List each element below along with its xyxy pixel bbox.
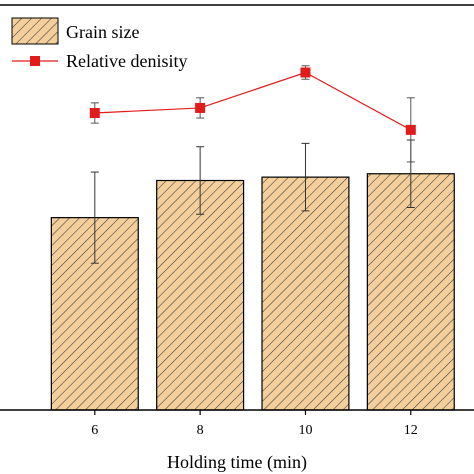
legend-relative-density-label: Relative denisity [66, 51, 187, 71]
density-point-6 [89, 108, 100, 118]
bar-10 [261, 176, 350, 411]
relative-density-line [94, 71, 412, 131]
bars-group [50, 173, 455, 411]
bar-8 [156, 179, 245, 411]
density-point-8 [195, 102, 206, 113]
x-tick-label-12: 12 [404, 423, 418, 438]
legend-relative-density-marker [30, 56, 40, 66]
x-tick-label-10: 10 [298, 423, 312, 438]
line-series-group [89, 65, 416, 163]
density-point-12 [405, 124, 416, 135]
x-tick-label-6: 6 [91, 423, 98, 438]
x-tick-label-8: 8 [197, 423, 204, 438]
x-axis-label: Holding time (min) [167, 452, 307, 473]
axes-group [0, 4, 474, 411]
x-ticks-group: 6 8 10 12 [91, 410, 418, 438]
legend-grain-size-swatch [11, 17, 59, 45]
legend-grain-size-label: Grain size [66, 22, 139, 42]
legend: Grain size Relative denisity [11, 17, 187, 71]
density-point-10 [300, 67, 311, 78]
bar-errorbars-group [90, 139, 415, 264]
bar-12 [366, 173, 455, 411]
